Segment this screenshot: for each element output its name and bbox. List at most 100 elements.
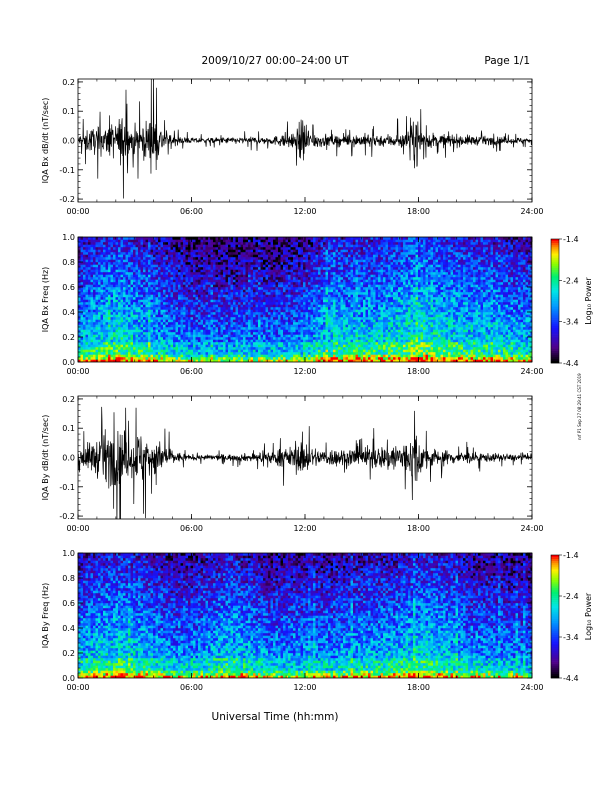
colorbar-swatch [551,319,559,322]
colorbar-swatch [551,239,559,242]
colorbar-swatch [551,555,559,558]
colorbar-swatch [551,659,559,662]
colorbar-swatch [551,309,559,312]
colorbar-swatch [551,628,559,632]
colorbar-swatch [551,661,559,664]
bx-dbdt-panel: 00:00 06:00 12:00 18:00 24:00 -0.2 -0.1 0.0 0.1 0… [41,78,544,216]
spectrogram-cells [78,237,532,362]
colorbar-tick-label: -2.4 [563,592,579,601]
y-tick-label: -0.2 [59,512,75,521]
colorbar-swatch [551,259,559,263]
colorbar-tick-label: -2.4 [563,276,579,285]
y-tick-label: -0.1 [59,483,75,492]
colorbar-swatch [551,587,559,591]
colorbar-swatch [551,612,559,615]
colorbar-swatch [551,649,559,652]
y-tick-label: 0.1 [62,424,75,433]
colorbar-swatch [551,579,559,582]
colorbar-swatch [551,653,559,656]
colorbar-swatch [551,270,559,273]
x-tick-label: 06:00 [180,207,203,216]
colorbar-swatch [551,634,559,638]
colorbar-swatch [551,581,559,584]
by-colorbar: -1.4 -2.4 -3.4 -4.4 Log₁₀ Power [550,551,593,683]
colorbar-swatch [551,620,559,623]
y-tick-label: 0.0 [62,358,75,367]
colorbar-swatch [551,589,559,593]
x-tick-label: 00:00 [66,524,89,533]
colorbar-swatch [551,292,559,296]
colorbar-swatch [551,565,559,568]
colorbar-swatch [551,327,559,331]
colorbar-swatch [551,626,559,630]
x-tick-label: 00:00 [66,367,89,376]
colorbar-swatch [551,641,559,644]
y-axis-label: IQA Bx Freq (Hz) [41,267,50,333]
y-tick-label: 0.2 [62,395,75,404]
colorbar-swatch [551,606,559,609]
x-tick-label: 12:00 [293,367,316,376]
colorbar-swatch [551,329,559,333]
y-tick-label: 1.0 [62,233,75,242]
colorbar-swatch [551,567,559,570]
colorbar-swatch [551,667,559,671]
colorbar-swatch [551,261,559,265]
colorbar-swatch [551,249,559,252]
colorbar-tick-label: -4.4 [563,674,579,683]
colorbar-swatch [551,624,559,628]
colorbar-swatch [551,585,559,589]
x-tick-label: 24:00 [520,207,543,216]
colorbar-swatch [551,338,559,341]
colorbar-swatch [551,675,559,679]
series-trace [78,79,532,199]
colorbar-swatch [551,294,559,298]
colorbar-swatch [551,571,559,574]
colorbar-swatch [551,639,559,642]
x-tick-label: 00:00 [66,207,89,216]
colorbar-swatch [551,255,559,258]
colorbar-tick-label: -3.4 [563,633,579,642]
colorbar-swatch [551,311,559,314]
colorbar-swatch [551,323,559,327]
colorbar-swatch [551,342,559,345]
colorbar-swatch [551,274,559,277]
colorbar-swatch [551,577,559,580]
x-tick-label: 00:00 [66,683,89,692]
colorbar-swatch [551,598,559,601]
x-tick-label: 24:00 [520,367,543,376]
x-tick-label: 12:00 [293,524,316,533]
colorbar-swatch [551,350,559,353]
colorbar-swatch [551,669,559,673]
colorbar-swatch [551,305,559,308]
bx-colorbar: -1.4 -2.4 -3.4 -4.4 Log₁₀ Power [550,235,593,368]
colorbar-swatch [551,645,559,648]
colorbar-swatch [551,280,559,283]
y-tick-label: 0.8 [62,258,75,267]
x-tick-label: 12:00 [293,207,316,216]
colorbar-swatch [551,360,559,364]
y-tick-label: 0.2 [62,649,75,658]
colorbar-tick-label: -1.4 [563,551,579,560]
colorbar-swatch [551,655,559,658]
colorbar-swatch [551,253,559,256]
colorbar-swatch [551,265,559,269]
x-tick-label: 18:00 [407,367,430,376]
y-tick-label: 0.2 [62,78,75,87]
colorbar-swatch [551,632,559,636]
y-tick-label: 0.2 [62,333,75,342]
y-tick-label: 0.1 [62,107,75,116]
colorbar-swatch [551,296,559,300]
y-tick-label: 0.0 [62,137,75,146]
plot-title: 2009/10/27 00:00–24:00 UT [201,55,349,67]
colorbar-swatch [551,651,559,654]
colorbar-swatch [551,354,559,358]
colorbar-swatch [551,263,559,267]
colorbar-swatch [551,344,559,347]
colorbar-swatch [551,665,559,669]
y-tick-label: 0.6 [62,599,75,608]
colorbar-swatch [551,282,559,285]
colorbar-swatch [551,352,559,356]
colorbar-swatch [551,272,559,275]
colorbar-swatch [551,348,559,351]
colorbar-swatch [551,315,559,318]
